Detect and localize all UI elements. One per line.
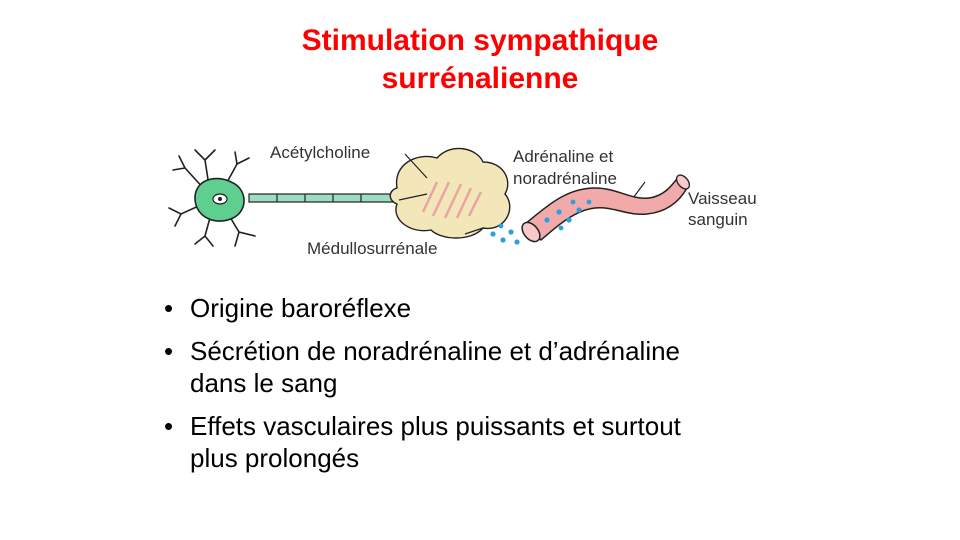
label-medullosurrenale: Médullosurrénale [307, 239, 437, 258]
neuron-icon [168, 149, 256, 247]
hormone-dots [490, 199, 592, 245]
illustration-svg: Acétylcholine Médullosurrénale Adrénalin… [168, 143, 757, 258]
bullet-line: plus prolongés [190, 443, 360, 473]
axon [248, 193, 400, 203]
medulla-gland-icon [389, 147, 511, 239]
bullet-line: Effets vasculaires plus puissants et sur… [190, 411, 681, 441]
label-acetylcholine: Acétylcholine [270, 143, 370, 162]
sympathetic-adrenal-illustration: Acétylcholine Médullosurrénale Adrénalin… [165, 128, 795, 268]
bullet-list: Origine baroréflexe Sécrétion de noradré… [160, 292, 820, 485]
bullet-line: Origine baroréflexe [190, 293, 412, 323]
bullet-item: Origine baroréflexe [160, 292, 820, 324]
acetylcholine-leader [404, 153, 428, 179]
bullet-line: Sécrétion de noradrénaline et d’adrénali… [190, 336, 681, 366]
bullet-item: Sécrétion de noradrénaline et d’adrénali… [160, 335, 820, 399]
title-line-2: surrénalienne [381, 62, 579, 95]
title-line-1: Stimulation sympathique [301, 24, 659, 57]
label-adrenaline-line-2: noradrénaline [513, 169, 617, 188]
bullet-line: dans le sang [190, 368, 338, 398]
adrenaline-leader [632, 181, 646, 199]
label-adrenaline-line-1: Adrénaline et [513, 147, 613, 166]
blood-vessel-icon [521, 174, 691, 243]
label-vessel-line-1: Vaisseau [688, 189, 757, 208]
bullet-item: Effets vasculaires plus puissants et sur… [160, 410, 820, 474]
label-vessel-line-2: sanguin [688, 210, 748, 229]
slide-title: Stimulation sympathique surrénalienne [0, 22, 960, 98]
